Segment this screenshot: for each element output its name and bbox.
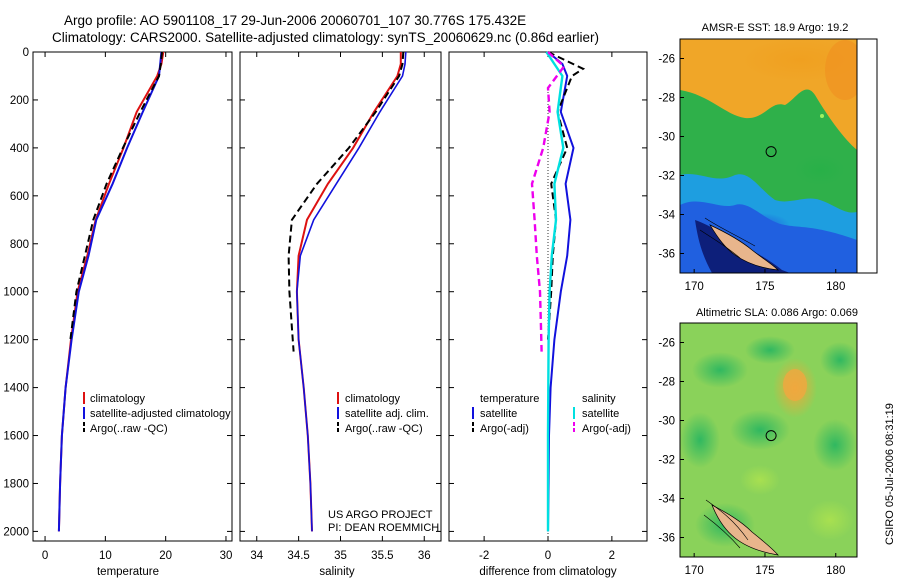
temperature-xlabel: temperature <box>97 566 159 578</box>
sla-map-title: Altimetric SLA: 0.086 Argo: 0.069 <box>696 307 858 319</box>
depth-ticks: 0 200 400 600 800 1000 1200 1400 1600 1800 2000 <box>3 47 647 538</box>
sal-argo-line <box>287 51 405 352</box>
map-x-tick-label: 180 <box>826 281 845 293</box>
x-tick-label: 0 <box>42 550 48 562</box>
map-x-tick-label: 175 <box>755 281 774 293</box>
temp-satellite-line <box>57 51 163 532</box>
map-x-tick-label: 175 <box>755 565 774 577</box>
depth-tick-label: 1600 <box>3 431 29 443</box>
x-tick-label: 34.5 <box>287 550 309 562</box>
x-tick-label: 10 <box>99 550 112 562</box>
temperature-axes <box>32 51 233 542</box>
legend-climatology: climatology <box>90 393 146 405</box>
diff-sal-satellite-line <box>545 51 565 532</box>
diff-temp-satellite-line <box>547 51 575 532</box>
legend-sal-argo: Argo(..raw -QC) <box>345 423 423 435</box>
difference-xlabel: difference from climatology <box>479 566 616 578</box>
map-y-tick-label: -32 <box>658 455 675 467</box>
depth-tick-label: 200 <box>10 95 29 107</box>
map-y-tick-label: -36 <box>658 533 675 545</box>
salinity-axes <box>239 51 442 542</box>
depth-tick-label: 1000 <box>3 287 29 299</box>
sst-map-ticks: 170 175 180 -26 -28 -30 -32 -34 -36 <box>658 54 845 294</box>
x-tick-label: 34 <box>250 550 263 562</box>
map-y-tick-label: -26 <box>658 338 675 350</box>
legend-diff-temp-satellite: satellite <box>480 408 517 420</box>
depth-tick-label: 600 <box>10 191 29 203</box>
temperature-ticks: 0 10 20 30 <box>42 52 233 562</box>
map-y-tick-label: -26 <box>658 54 675 66</box>
depth-tick-label: 0 <box>23 47 29 59</box>
x-tick-label: -2 <box>479 550 489 562</box>
figure-title-line1: Argo profile: AO 5901108_17 29-Jun-2006 … <box>64 13 526 28</box>
temperature-legend: climatology satellite-adjusted climatolo… <box>83 392 231 435</box>
sla-map-ticks: 170 175 180 -26 -28 -30 -32 -34 -36 <box>658 338 845 578</box>
temp-argo-line <box>69 51 163 340</box>
project-annotation: US ARGO PROJECT <box>328 509 433 521</box>
map-x-tick-label: 170 <box>685 281 704 293</box>
temp-climatology-line <box>57 51 165 532</box>
legend-diff-temperature: temperature <box>480 393 539 405</box>
x-tick-label: 35.5 <box>371 550 393 562</box>
sst-float-marker <box>765 146 777 158</box>
map-x-tick-label: 170 <box>685 565 704 577</box>
legend-diff-temp-argo: Argo(-adj) <box>480 423 529 435</box>
x-tick-label: 36 <box>418 550 431 562</box>
depth-tick-label: 800 <box>10 239 29 251</box>
map-y-tick-label: -34 <box>658 494 675 506</box>
map-y-tick-label: -28 <box>658 93 675 105</box>
legend-satellite-adjusted: satellite-adjusted climatology <box>90 408 231 420</box>
map-y-tick-label: -30 <box>658 132 675 144</box>
difference-ticks: -2 0 2 <box>479 52 615 562</box>
diff-temp-argo-line <box>547 51 586 340</box>
x-tick-label: 2 <box>609 550 615 562</box>
sla-map-frame <box>679 322 858 558</box>
pi-annotation: PI: DEAN ROEMMICH <box>328 522 439 534</box>
x-tick-label: 35 <box>334 550 347 562</box>
depth-tick-label: 1200 <box>3 335 29 347</box>
map-y-tick-label: -34 <box>658 210 675 222</box>
difference-legend: temperature satellite Argo(-adj) salinit… <box>472 393 631 435</box>
depth-tick-label: 400 <box>10 143 29 155</box>
salinity-ticks: 34 34.5 35 35.5 36 <box>250 52 431 562</box>
figure-title-line2: Climatology: CARS2000. Satellite-adjuste… <box>52 30 599 45</box>
salinity-legend: climatology satellite adj. clim. Argo(..… <box>337 392 429 435</box>
sla-float-marker <box>765 430 777 442</box>
x-tick-label: 20 <box>159 550 172 562</box>
depth-tick-label: 2000 <box>3 526 29 538</box>
legend-argo: Argo(..raw -QC) <box>90 423 168 435</box>
legend-diff-sal-argo: Argo(-adj) <box>582 423 631 435</box>
salinity-xlabel: salinity <box>319 566 354 578</box>
legend-diff-sal-satellite: satellite <box>582 408 619 420</box>
sst-colorbar-frame <box>856 38 878 274</box>
x-tick-label: 0 <box>545 550 551 562</box>
map-y-tick-label: -36 <box>658 249 675 261</box>
depth-tick-label: 1400 <box>3 383 29 395</box>
credit-stamp: CSIRO 05-Jul-2006 08:31:19 <box>884 403 896 545</box>
map-y-tick-label: -30 <box>658 416 675 428</box>
depth-tick-label: 1800 <box>3 478 29 490</box>
sst-map-image <box>680 39 857 273</box>
x-tick-label: 30 <box>220 550 233 562</box>
sst-map-title: AMSR-E SST: 18.9 Argo: 19.2 <box>702 22 849 34</box>
legend-diff-salinity: salinity <box>582 393 616 405</box>
map-x-tick-label: 180 <box>826 565 845 577</box>
sal-satellite-line <box>296 51 407 532</box>
diff-sal-argo-line <box>530 51 566 352</box>
map-y-tick-label: -32 <box>658 171 675 183</box>
map-y-tick-label: -28 <box>658 377 675 389</box>
legend-sal-satellite: satellite adj. clim. <box>345 408 429 420</box>
sal-climatology-line <box>295 52 402 532</box>
legend-sal-climatology: climatology <box>345 393 401 405</box>
